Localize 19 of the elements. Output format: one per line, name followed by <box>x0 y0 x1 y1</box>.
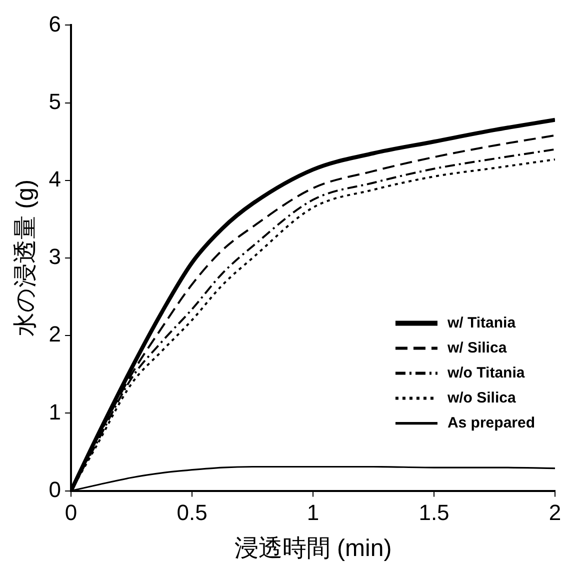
x-tick-label: 0 <box>64 500 78 526</box>
y-tick-label: 1 <box>48 399 62 424</box>
x-tick-label: 0.5 <box>176 500 208 526</box>
y-tick-label: 2 <box>48 322 62 347</box>
y-tick-label: 6 <box>48 11 62 36</box>
y-tick-label: 0 <box>48 476 62 502</box>
y-tick-label: 4 <box>48 166 62 192</box>
y-tick-label: 5 <box>48 88 62 114</box>
legend-label: w/ Silica <box>446 339 508 356</box>
y-tick-label: 3 <box>48 244 62 270</box>
legend-label: w/o Silica <box>446 389 516 406</box>
y-axis-title: 水の浸透量 (g) <box>12 180 40 336</box>
legend-label: w/ Titania <box>446 314 516 332</box>
x-tick-label: 1.5 <box>418 500 450 526</box>
legend-label: As prepared <box>447 414 536 432</box>
x-tick-label: 1 <box>306 500 320 526</box>
x-axis-title: 浸透時間 (min) <box>234 535 392 562</box>
legend-label: w/o Titania <box>446 364 526 382</box>
x-tick-label: 2 <box>548 500 562 526</box>
